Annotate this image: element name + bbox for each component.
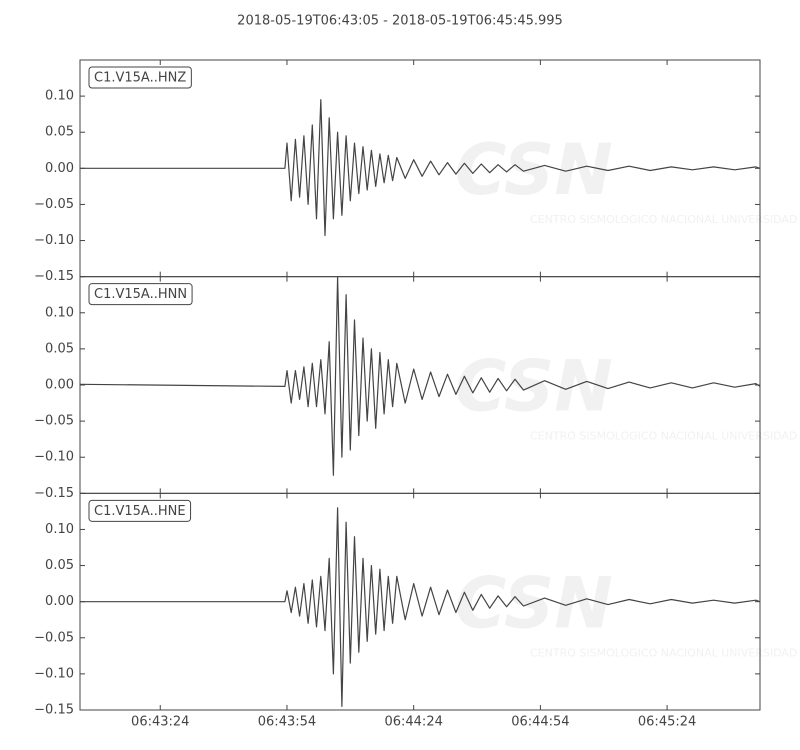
x-tick-label: 06:43:54 — [258, 715, 316, 730]
watermark: CSN — [455, 129, 613, 211]
y-tick-label: 0.10 — [45, 522, 74, 537]
y-tick-label: −0.10 — [34, 450, 74, 465]
watermark-subtitle: CENTRO SISMOLOGICO NACIONAL UNIVERSIDAD … — [530, 430, 800, 443]
watermark-subtitle: CENTRO SISMOLOGICO NACIONAL UNIVERSIDAD … — [530, 646, 800, 659]
watermark: CSN — [455, 562, 613, 644]
trace-label-box — [88, 66, 192, 89]
y-tick-label: 0.10 — [45, 89, 74, 104]
y-tick-label: 0.00 — [45, 161, 74, 176]
y-tick-label: −0.05 — [34, 414, 74, 429]
trace-label: C1.V15A..HNN — [94, 287, 187, 302]
chart-title: 2018-05-19T06:43:05 - 2018-05-19T06:45:4… — [237, 14, 563, 29]
waveform — [80, 99, 761, 237]
y-tick-label: −0.10 — [34, 666, 74, 681]
y-tick-label: 0.00 — [45, 378, 74, 393]
x-tick-label: 06:45:24 — [638, 715, 696, 730]
y-tick-label: −0.10 — [34, 233, 74, 248]
watermark: CSN — [455, 346, 613, 428]
y-tick-label: −0.05 — [34, 197, 74, 212]
y-tick-label: −0.05 — [34, 630, 74, 645]
panel-frame — [79, 492, 761, 711]
trace-label: C1.V15A..HNE — [94, 504, 186, 519]
waveform — [79, 276, 761, 476]
y-tick-label: 0.10 — [45, 305, 74, 320]
y-tick-label: 0.00 — [45, 594, 74, 609]
y-tick-label: 0.05 — [45, 558, 74, 573]
x-tick-label: 06:44:54 — [511, 715, 569, 730]
y-tick-label: −0.15 — [34, 269, 74, 284]
x-tick-label: 06:43:24 — [131, 715, 189, 730]
trace-label-box — [88, 499, 192, 522]
y-tick-label: 0.05 — [45, 125, 74, 140]
x-tick-label: 06:44:24 — [384, 715, 442, 730]
y-tick-label: −0.15 — [34, 703, 74, 718]
waveform — [80, 507, 761, 707]
y-tick-label: −0.15 — [34, 486, 74, 501]
trace-label: C1.V15A..HNZ — [94, 71, 186, 86]
y-tick-label: 0.05 — [45, 341, 74, 356]
watermark-subtitle: CENTRO SISMOLOGICO NACIONAL UNIVERSIDAD … — [530, 213, 800, 226]
trace-label-box — [88, 283, 193, 306]
